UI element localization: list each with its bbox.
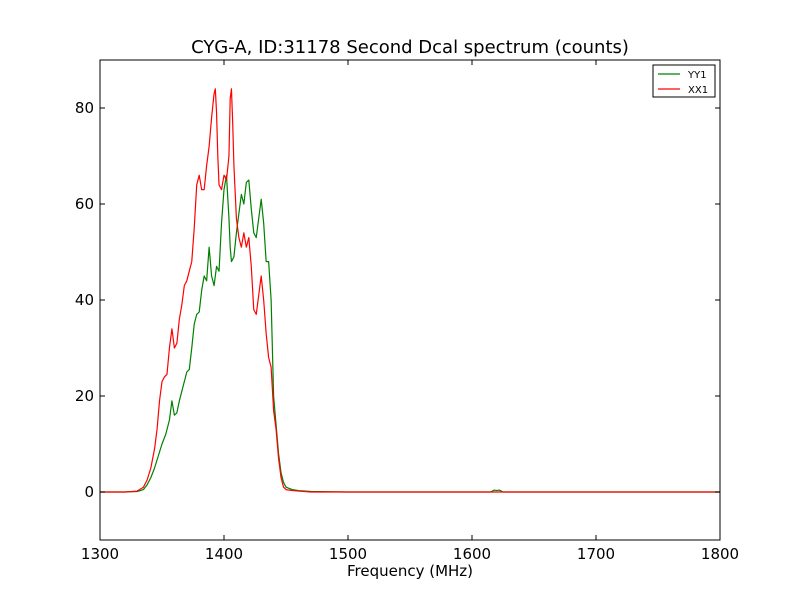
- x-tick-label: 1400: [205, 545, 243, 563]
- x-axis-label: Frequency (MHz): [347, 562, 473, 580]
- x-tick-label: 1300: [81, 545, 119, 563]
- x-tick-label: 1800: [701, 545, 739, 563]
- y-tick-label: 40: [75, 291, 94, 309]
- legend-label-xx1: XX1: [688, 85, 708, 96]
- plot-frame: [99, 59, 721, 541]
- legend-label-yy1: YY1: [687, 70, 707, 81]
- plot-area: [100, 60, 720, 540]
- y-tick-label: 0: [84, 483, 94, 501]
- x-tick-label: 1700: [577, 545, 615, 563]
- y-tick-label: 20: [75, 387, 94, 405]
- series-line-xx1: [100, 88, 720, 493]
- ticks-layer: 1300 1400 1500 1600 1700 1800 0 20 40 60 80: [75, 60, 739, 563]
- x-tick-label: 1500: [329, 545, 367, 563]
- x-tick-label: 1600: [453, 545, 491, 563]
- y-tick-label: 80: [75, 99, 94, 117]
- chart-title: CYG-A, ID:31178 Second Dcal spectrum (co…: [191, 37, 629, 58]
- legend-box: [652, 64, 716, 98]
- series-layer: [100, 88, 720, 493]
- y-tick-label: 60: [75, 195, 94, 213]
